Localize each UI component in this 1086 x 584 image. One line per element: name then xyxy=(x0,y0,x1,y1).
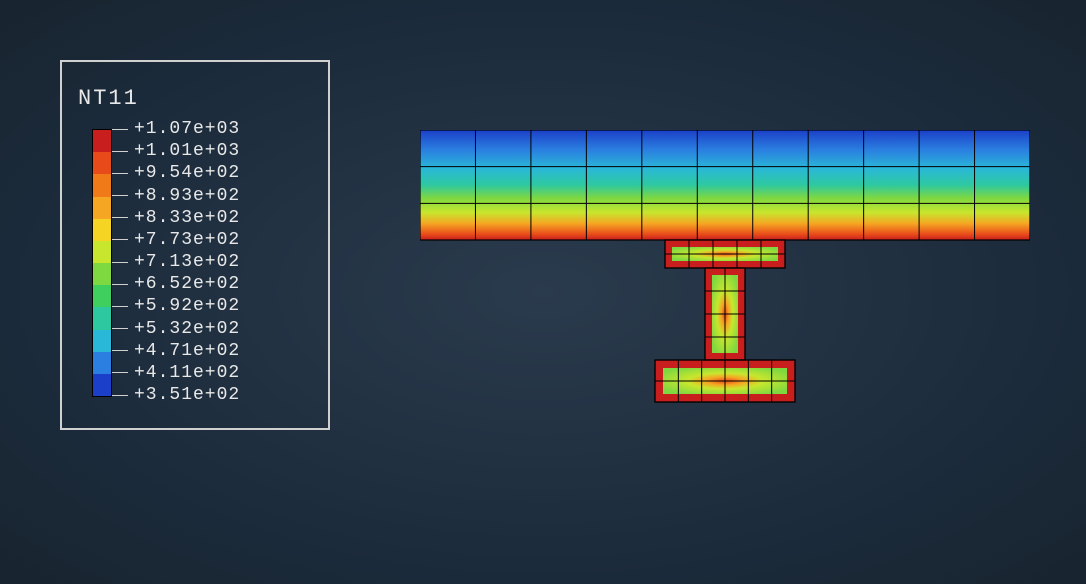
legend-tick-row: +5.92e+02 xyxy=(112,296,240,316)
legend-tick-label: +9.54e+02 xyxy=(134,163,240,183)
legend-tick xyxy=(112,372,128,373)
legend-color-segment xyxy=(93,197,111,219)
legend-tick-row: +8.33e+02 xyxy=(112,208,240,228)
legend-tick xyxy=(112,217,128,218)
legend-tick-label: +4.11e+02 xyxy=(134,363,240,383)
legend-colorbar xyxy=(92,129,112,397)
legend-tick xyxy=(112,328,128,329)
legend-tick-row: +5.32e+02 xyxy=(112,319,240,339)
legend-tick-label: +6.52e+02 xyxy=(134,274,240,294)
legend-tick-label: +7.13e+02 xyxy=(134,252,240,272)
legend-tick xyxy=(112,151,128,152)
legend-title: NT11 xyxy=(78,86,139,111)
legend-tick-row: +3.51e+02 xyxy=(112,385,240,405)
legend-tick-row: +6.52e+02 xyxy=(112,274,240,294)
legend-tick-label: +3.51e+02 xyxy=(134,385,240,405)
legend-color-segment xyxy=(93,263,111,285)
legend-color-segment xyxy=(93,130,111,152)
legend-tick xyxy=(112,395,128,396)
legend-tick xyxy=(112,239,128,240)
legend-color-segment xyxy=(93,219,111,241)
legend-color-segment xyxy=(93,174,111,196)
legend-tick-label: +8.93e+02 xyxy=(134,186,240,206)
legend-tick-row: +7.13e+02 xyxy=(112,252,240,272)
legend-color-segment xyxy=(93,152,111,174)
legend-color-segment xyxy=(93,374,111,396)
legend-tick xyxy=(112,195,128,196)
legend-color-segment xyxy=(93,307,111,329)
contour-plot xyxy=(420,130,1030,430)
legend-tick xyxy=(112,350,128,351)
legend-tick xyxy=(112,173,128,174)
legend-tick xyxy=(112,129,128,130)
legend-tick-label: +4.71e+02 xyxy=(134,341,240,361)
legend-tick-label: +5.92e+02 xyxy=(134,296,240,316)
legend: +1.07e+03+1.01e+03+9.54e+02 +8.93e+02+8.3… xyxy=(92,118,322,406)
legend-tick-row: +7.73e+02 xyxy=(112,230,240,250)
legend-tick-label: +7.73e+02 xyxy=(134,230,240,250)
legend-color-segment xyxy=(93,241,111,263)
legend-tick-row: +1.07e+03 xyxy=(112,119,240,139)
legend-color-segment xyxy=(93,285,111,307)
legend-color-segment xyxy=(93,330,111,352)
legend-tick-row: +1.01e+03 xyxy=(112,141,240,161)
legend-tick-row: +4.71e+02 xyxy=(112,341,240,361)
legend-color-segment xyxy=(93,352,111,374)
legend-tick-label: +1.01e+03 xyxy=(134,141,240,161)
legend-tick xyxy=(112,284,128,285)
girder xyxy=(655,240,795,402)
contour-svg xyxy=(420,130,1030,430)
legend-tick-label: +5.32e+02 xyxy=(134,319,240,339)
legend-tick xyxy=(112,306,128,307)
legend-tick-row: +4.11e+02 xyxy=(112,363,240,383)
legend-tick-row: +8.93e+02 xyxy=(112,186,240,206)
slab xyxy=(420,130,1030,240)
legend-tick-row: +9.54e+02 xyxy=(112,163,240,183)
legend-tick xyxy=(112,262,128,263)
legend-tick-label: +1.07e+03 xyxy=(134,119,240,139)
legend-tick-label: +8.33e+02 xyxy=(134,208,240,228)
